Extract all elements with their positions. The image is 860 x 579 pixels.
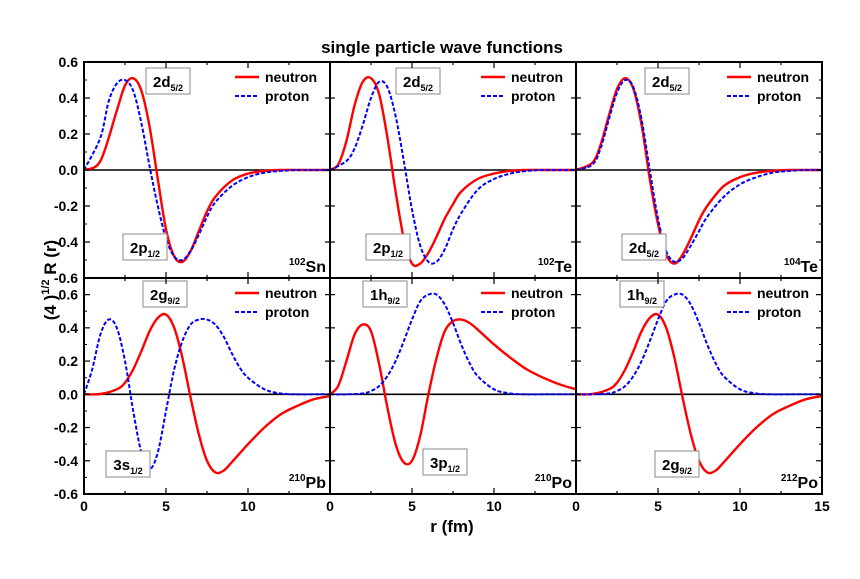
state-label-box — [619, 280, 665, 308]
chart-title: single particle wave functions — [321, 38, 563, 57]
series-line-neutron — [576, 312, 822, 475]
series-line-proton — [330, 292, 576, 396]
series-line-proton — [576, 78, 822, 264]
x-tick-label: 5 — [408, 498, 416, 514]
nucleus-label: 102Te — [538, 257, 572, 276]
y-tick-label: 0.6 — [59, 54, 79, 70]
state-label: 3s1/2 — [113, 457, 142, 476]
y-tick-label: -0.6 — [54, 486, 78, 502]
state-label-box — [395, 67, 441, 95]
x-tick-label: 10 — [486, 498, 502, 514]
state-label-box — [621, 233, 667, 261]
state-label: 1h9/2 — [627, 287, 657, 306]
state-label-box — [362, 280, 408, 308]
legend-label-proton: proton — [511, 304, 555, 320]
legend-label-neutron: neutron — [757, 285, 809, 301]
legend-label-neutron: neutron — [265, 69, 317, 85]
state-label: 2d5/2 — [403, 74, 433, 93]
nucleus-label: 104Te — [784, 257, 818, 276]
panel-4: neutron proton 2g9/2 3s1/2 210Pb — [83, 278, 331, 494]
x-tick-label: 10 — [732, 498, 748, 514]
state-label: 2g9/2 — [150, 287, 180, 306]
state-label: 2d5/2 — [652, 74, 682, 93]
legend-label-neutron: neutron — [265, 285, 317, 301]
legend-label-proton: proton — [757, 88, 801, 104]
series-line-proton — [576, 292, 822, 396]
x-axis-label: r (fm) — [430, 517, 473, 536]
y-tick-label: 0.0 — [59, 162, 79, 178]
state-label: 2d5/2 — [153, 74, 183, 93]
legend-label-neutron: neutron — [757, 69, 809, 85]
state-label-box — [644, 67, 690, 95]
x-tick-label: 0 — [572, 498, 580, 514]
nucleus-label: 210Pb — [289, 473, 326, 492]
legend-label-proton: proton — [757, 304, 801, 320]
series-line-neutron — [576, 76, 822, 265]
y-axis-label: (4 )1/2 R (r) — [40, 240, 60, 320]
figure-frame: 0.60.40.20.0-0.2-0.4-0.60.60.40.20.0-0.2… — [54, 54, 830, 514]
x-tick-label: 10 — [240, 498, 256, 514]
panel-5: neutron proton 1h9/2 3p1/2 210Po — [329, 278, 577, 494]
series-line-neutron — [330, 76, 576, 268]
state-label-box — [142, 280, 188, 308]
y-tick-label: -0.2 — [54, 420, 78, 436]
x-tick-label: 15 — [814, 498, 830, 514]
series-line-proton — [84, 78, 330, 262]
state-label: 2p1/2 — [373, 240, 403, 259]
legend-label-proton: proton — [511, 88, 555, 104]
y-tick-label: 0.4 — [59, 90, 79, 106]
state-label: 1h9/2 — [370, 287, 400, 306]
state-label-box — [422, 448, 468, 476]
series-line-proton — [330, 80, 576, 265]
y-tick-label: 0.6 — [59, 287, 79, 303]
y-tick-label: -0.6 — [54, 270, 78, 286]
panel-1: neutron proton 2d5/2 2p1/2 102Sn — [83, 62, 331, 278]
legend-label-neutron: neutron — [511, 285, 563, 301]
nucleus-label: 210Po — [535, 473, 572, 492]
panel-6: neutron proton 1h9/2 2g9/2 212Po — [575, 278, 823, 494]
y-tick-label: 0.4 — [59, 320, 79, 336]
state-label: 3p1/2 — [430, 455, 460, 474]
x-tick-label: 0 — [80, 498, 88, 514]
nucleus-label: 102Sn — [289, 257, 326, 276]
state-label-box — [105, 450, 151, 478]
x-tick-label: 0 — [326, 498, 334, 514]
state-label-box — [145, 67, 191, 95]
y-tick-label: 0.0 — [59, 386, 79, 402]
legend-label-proton: proton — [265, 88, 309, 104]
y-tick-label: -0.4 — [54, 234, 78, 250]
x-tick-label: 5 — [654, 498, 662, 514]
y-tick-label: 0.2 — [59, 126, 79, 142]
state-label: 2d5/2 — [629, 240, 659, 259]
nucleus-label: 212Po — [781, 473, 818, 492]
y-axis-label-text: (4 )1/2 R (r) — [40, 240, 60, 320]
panel-3: neutron proton 2d5/2 2d5/2 104Te — [575, 62, 823, 278]
state-label-box — [654, 450, 700, 478]
legend-label-proton: proton — [265, 304, 309, 320]
series-line-neutron — [330, 318, 576, 466]
series-line-neutron — [84, 312, 330, 475]
state-label: 2g9/2 — [662, 457, 692, 476]
legend-label-neutron: neutron — [511, 69, 563, 85]
state-label-box — [365, 233, 411, 261]
panel-2: neutron proton 2d5/2 2p1/2 102Te — [329, 62, 577, 278]
y-tick-label: 0.2 — [59, 353, 79, 369]
x-tick-label: 5 — [162, 498, 170, 514]
series-line-proton — [84, 317, 330, 471]
y-tick-label: -0.2 — [54, 198, 78, 214]
state-label: 2p1/2 — [130, 240, 160, 259]
state-label-box — [122, 233, 168, 261]
y-tick-label: -0.4 — [54, 453, 78, 469]
